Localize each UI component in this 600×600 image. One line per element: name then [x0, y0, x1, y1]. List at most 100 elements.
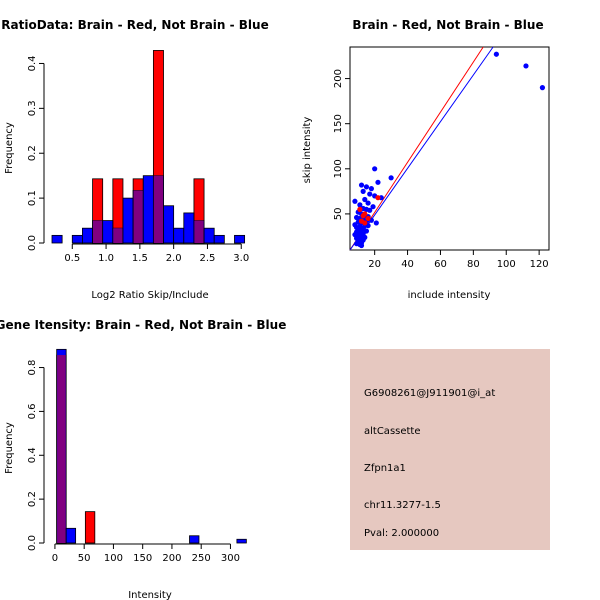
gene-histogram-panel: Gene Itensity: Brain - Red, Not Brain - … — [0, 318, 286, 600]
y-tick-label: 50 — [333, 208, 344, 221]
not-brain-point — [365, 200, 371, 206]
y-tick-label: 0.3 — [27, 100, 38, 116]
x-tick-label: 2.0 — [166, 253, 182, 264]
not-brain-point — [388, 175, 394, 181]
scatter-plot-box — [349, 46, 550, 251]
probe-id: G6908261@J911901@i_at — [364, 388, 495, 399]
y-tick-label: 0.0 — [27, 235, 38, 251]
scatter-points — [352, 51, 546, 249]
not-brain-bar — [203, 227, 215, 244]
gene-hist-axes: 0 50 100 150 200 250 300 0.0 0.2 0.4 0.6 0.8 — [27, 360, 240, 564]
intensity-scatter-panel: Brain - Red, Not Brain - Blue include in… — [302, 18, 550, 301]
not-brain-point — [358, 182, 365, 188]
x-tick-label: 1.0 — [98, 253, 114, 264]
not-brain-bar — [234, 234, 246, 244]
x-tick-label: 100 — [497, 259, 516, 270]
brain-point — [375, 195, 381, 201]
not-brain-point — [539, 85, 546, 91]
not-brain-point — [358, 242, 365, 249]
x-tick-label: 120 — [530, 259, 549, 270]
not-brain-point — [523, 63, 529, 69]
not-brain-bar — [213, 234, 225, 244]
brain-point — [357, 206, 363, 212]
x-tick-label: 300 — [221, 553, 240, 564]
gene-hist-bars — [56, 348, 247, 544]
not-brain-bar — [173, 227, 185, 244]
brain-point — [360, 213, 366, 219]
not-brain-point — [375, 179, 381, 185]
x-tick-label: 0 — [52, 553, 58, 564]
gene-symbol: Zfpn1a1 — [364, 463, 406, 474]
x-tick-label: 200 — [162, 553, 181, 564]
info-panel-background — [350, 349, 550, 550]
x-tick-label: 100 — [104, 553, 123, 564]
x-tick-label: 250 — [192, 553, 211, 564]
overlap-bar — [194, 220, 204, 243]
scatter-fit-lines — [349, 46, 494, 251]
x-tick-label: 3.0 — [233, 253, 249, 264]
overlap-bar — [93, 220, 103, 243]
ratio-hist-bars — [51, 50, 246, 244]
not-brain-bar — [163, 205, 175, 244]
not-brain-bar — [102, 220, 114, 244]
not-brain-point — [367, 207, 373, 213]
not-brain-point — [363, 184, 370, 190]
scatter-ylabel: skip intensity — [302, 117, 313, 184]
ratio-hist-ylabel: Frequency — [4, 122, 15, 174]
x-tick-label: 1.5 — [132, 253, 148, 264]
not-brain-point — [373, 220, 379, 226]
info-panel: G6908261@J911901@i_at altCassette Zfpn1a… — [350, 349, 550, 550]
scatter-title: Brain - Red, Not Brain - Blue — [352, 18, 543, 32]
brain-fit-line — [349, 46, 484, 251]
not-brain-bar — [122, 197, 134, 244]
not-brain-point — [367, 191, 373, 197]
y-tick-label: 0.4 — [27, 56, 38, 72]
scatter-axes: 20 40 60 80 100 120 50 100 150 200 — [333, 69, 549, 270]
ratio-hist-xlabel: Log2 Ratio Skip/Include — [91, 290, 208, 301]
x-tick-label: 60 — [434, 259, 447, 270]
not-brain-point — [372, 166, 378, 172]
genomic-location: chr11.3277-1.5 — [364, 500, 441, 511]
not-brain-point — [362, 196, 368, 203]
not-brain-bar — [142, 175, 154, 244]
x-tick-label: 50 — [78, 553, 91, 564]
not-brain-bar — [71, 234, 83, 244]
y-tick-label: 0.8 — [27, 360, 38, 376]
x-tick-label: 0.5 — [64, 253, 80, 264]
y-tick-label: 0.6 — [27, 403, 38, 419]
x-tick-label: 40 — [401, 259, 414, 270]
overlap-bar — [113, 228, 123, 243]
brain-point — [365, 215, 371, 222]
not-brain-bar — [82, 227, 93, 244]
not-brain-fit-line — [349, 46, 494, 251]
overlap-bar — [153, 175, 164, 243]
pval-text: Pval: 2.000000 — [364, 528, 439, 539]
y-tick-label: 0.0 — [27, 535, 38, 551]
brain-point — [362, 220, 368, 226]
x-tick-label: 20 — [368, 259, 381, 270]
y-tick-label: 0.2 — [27, 145, 38, 161]
y-tick-label: 0.4 — [27, 447, 38, 463]
y-tick-label: 150 — [333, 114, 344, 133]
not-brain-bar — [51, 234, 63, 244]
not-brain-bar — [236, 538, 247, 544]
x-tick-label: 80 — [467, 259, 480, 270]
ratio-hist-title: RatioData: Brain - Red, Not Brain - Blue — [1, 18, 268, 32]
not-brain-point — [368, 186, 374, 192]
not-brain-bar — [189, 535, 200, 544]
ratio-hist-axes: 0.5 1.0 1.5 2.0 2.5 3.0 0.0 0.1 0.2 0.3 0.4 — [27, 56, 249, 264]
x-tick-label: 150 — [133, 553, 152, 564]
y-tick-label: 0.1 — [27, 190, 38, 206]
not-brain-point — [493, 51, 499, 57]
not-brain-point — [360, 188, 366, 194]
ratio-histogram-panel: RatioData: Brain - Red, Not Brain - Blue… — [1, 18, 268, 301]
not-brain-point — [352, 198, 358, 204]
not-brain-point — [357, 202, 363, 208]
gene-hist-title: Gene Itensity: Brain - Red, Not Brain - … — [0, 318, 286, 332]
overlap-bar — [57, 355, 66, 543]
event-type: altCassette — [364, 426, 421, 437]
x-tick-label: 2.5 — [199, 253, 215, 264]
brain-bar — [84, 511, 96, 544]
not-brain-bar — [65, 527, 77, 544]
